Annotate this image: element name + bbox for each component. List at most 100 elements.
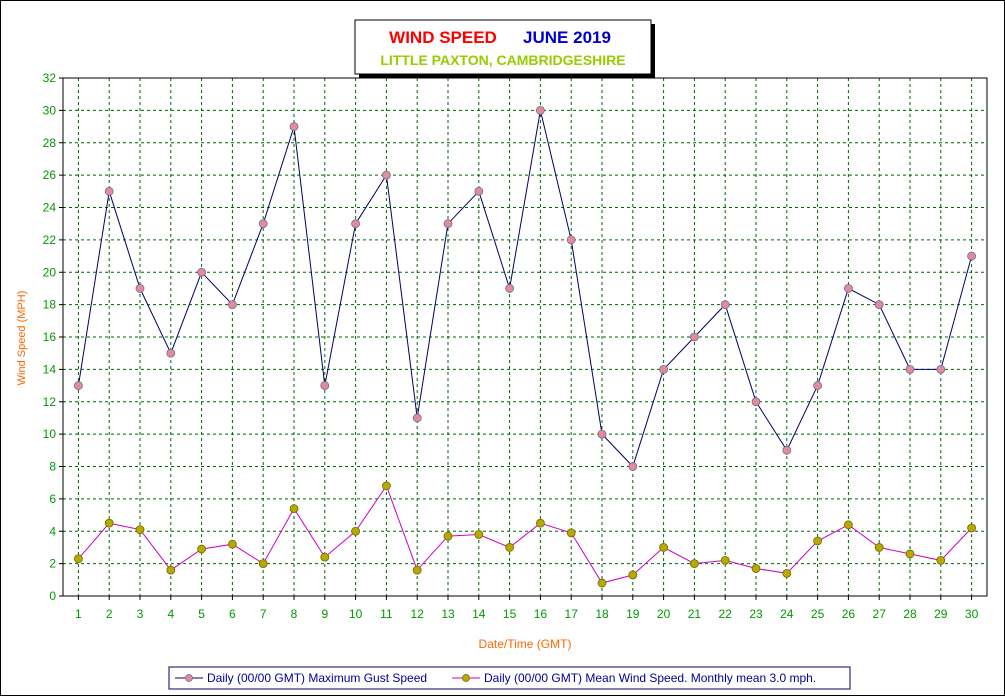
series-0-point: [412, 413, 422, 423]
series-1-point: [782, 568, 792, 578]
series-1-point: [227, 539, 237, 549]
x-axis-ticks: 1 2 3 4 5 6 7 8 9 10 11 12 13 14 15 16 17 18 19 20 21 22 23 24 2…: [75, 596, 979, 621]
series-1-point: [289, 504, 299, 513]
x-tick-label: 20: [657, 607, 671, 621]
x-tick-label: 18: [595, 607, 609, 621]
series-1-point: [166, 565, 176, 575]
series-0-point: [813, 381, 822, 390]
x-tick-label: 30: [965, 607, 979, 621]
x-tick-label: 17: [565, 607, 579, 621]
series-0-point: [258, 219, 268, 229]
series-1-point: [936, 555, 946, 565]
series-0-line: [77, 110, 973, 468]
y-tick-label: 8: [49, 460, 56, 474]
x-tick-label: 2: [106, 607, 113, 621]
y-tick-label: 2: [49, 557, 56, 571]
y-tick-label: 22: [43, 233, 57, 247]
series-0-point: [566, 235, 576, 245]
x-tick-label: 3: [137, 607, 144, 621]
series-0-point: [967, 251, 976, 261]
series-0-point: [135, 284, 145, 293]
series-0-point: [659, 364, 668, 374]
series-0-point: [197, 267, 207, 277]
series-1-point: [690, 559, 699, 569]
plot-area: [62, 77, 988, 597]
x-tick-label: 14: [472, 607, 486, 621]
x-tick-label: 23: [749, 607, 763, 621]
legend-box: [168, 666, 851, 690]
y-tick-label: 0: [49, 589, 56, 603]
y-tick-label: 20: [43, 265, 57, 279]
series-1-point: [443, 531, 453, 541]
series-0-point: [720, 300, 730, 310]
y-tick-label: 4: [49, 524, 56, 538]
x-tick-label: 6: [229, 607, 236, 621]
title-box: [354, 19, 652, 75]
series-1-point: [659, 543, 668, 552]
y-tick-label: 26: [43, 168, 57, 182]
x-tick-label: 11: [380, 607, 393, 621]
y-tick-label: 24: [43, 201, 57, 215]
x-tick-label: 7: [260, 607, 267, 621]
series-1-point: [74, 554, 83, 564]
y-tick-label: 30: [43, 103, 57, 117]
series-0-point: [505, 284, 515, 293]
series-1-point: [135, 525, 145, 535]
chart-subtitle: LITTLE PAXTON, CAMBRIDGESHIRE: [380, 52, 625, 68]
series-0-point: [905, 364, 915, 374]
series-1-point: [474, 530, 484, 539]
series-0-point: [536, 105, 545, 115]
x-tick-label: 1: [75, 607, 82, 621]
x-tick-label: 22: [719, 607, 733, 621]
series-1-point: [813, 536, 822, 546]
x-tick-label: 15: [503, 607, 517, 621]
series-1-point: [412, 565, 422, 575]
series-0-point: [289, 122, 299, 131]
x-axis-label: Date/Time (GMT): [479, 637, 572, 651]
legend-marker-gust: [185, 674, 193, 682]
series-1-point: [967, 523, 976, 533]
series-0-point: [597, 429, 607, 439]
x-tick-label: 9: [321, 607, 328, 621]
series-1-point: [505, 543, 515, 552]
x-tick-label: 8: [291, 607, 298, 621]
y-tick-label: 14: [43, 362, 57, 376]
series-0-point: [166, 348, 176, 358]
x-tick-label: 21: [688, 607, 702, 621]
series-0-point: [351, 219, 361, 229]
y-axis-label: Wind Speed (MPH): [16, 291, 28, 386]
series-1-point: [104, 518, 114, 528]
y-tick-label: 32: [43, 71, 57, 85]
y-tick-label: 28: [43, 136, 57, 150]
series-1-point: [320, 552, 330, 562]
chart-title-date: JUNE 2019: [523, 28, 611, 47]
x-tick-label: 27: [873, 607, 887, 621]
series-1-line: [78, 484, 972, 584]
x-tick-label: 5: [198, 607, 205, 621]
y-tick-label: 12: [43, 395, 57, 409]
x-tick-label: 4: [167, 607, 174, 621]
series-1-point: [197, 544, 207, 554]
series-0-point: [74, 381, 83, 390]
series-0-point: [751, 397, 761, 407]
x-tick-label: 29: [934, 607, 948, 621]
y-tick-label: 16: [43, 330, 57, 344]
series-0-point: [474, 186, 484, 196]
series-1-point: [844, 520, 853, 530]
series-0-point: [690, 332, 699, 342]
x-tick-label: 16: [534, 607, 548, 621]
series-1-point: [381, 481, 391, 491]
x-tick-label: 26: [842, 607, 856, 621]
series-0-point: [381, 170, 391, 180]
series-0-point: [628, 462, 638, 471]
series-1-point: [720, 555, 730, 565]
y-tick-label: 18: [43, 298, 57, 312]
series-0-point: [936, 364, 946, 374]
legend-label-gust: Daily (00/00 GMT) Maximum Gust Speed: [207, 671, 427, 685]
series-1-point: [351, 526, 361, 536]
y-tick-label: 6: [49, 492, 56, 506]
chart-title: WIND SPEED: [389, 28, 497, 47]
